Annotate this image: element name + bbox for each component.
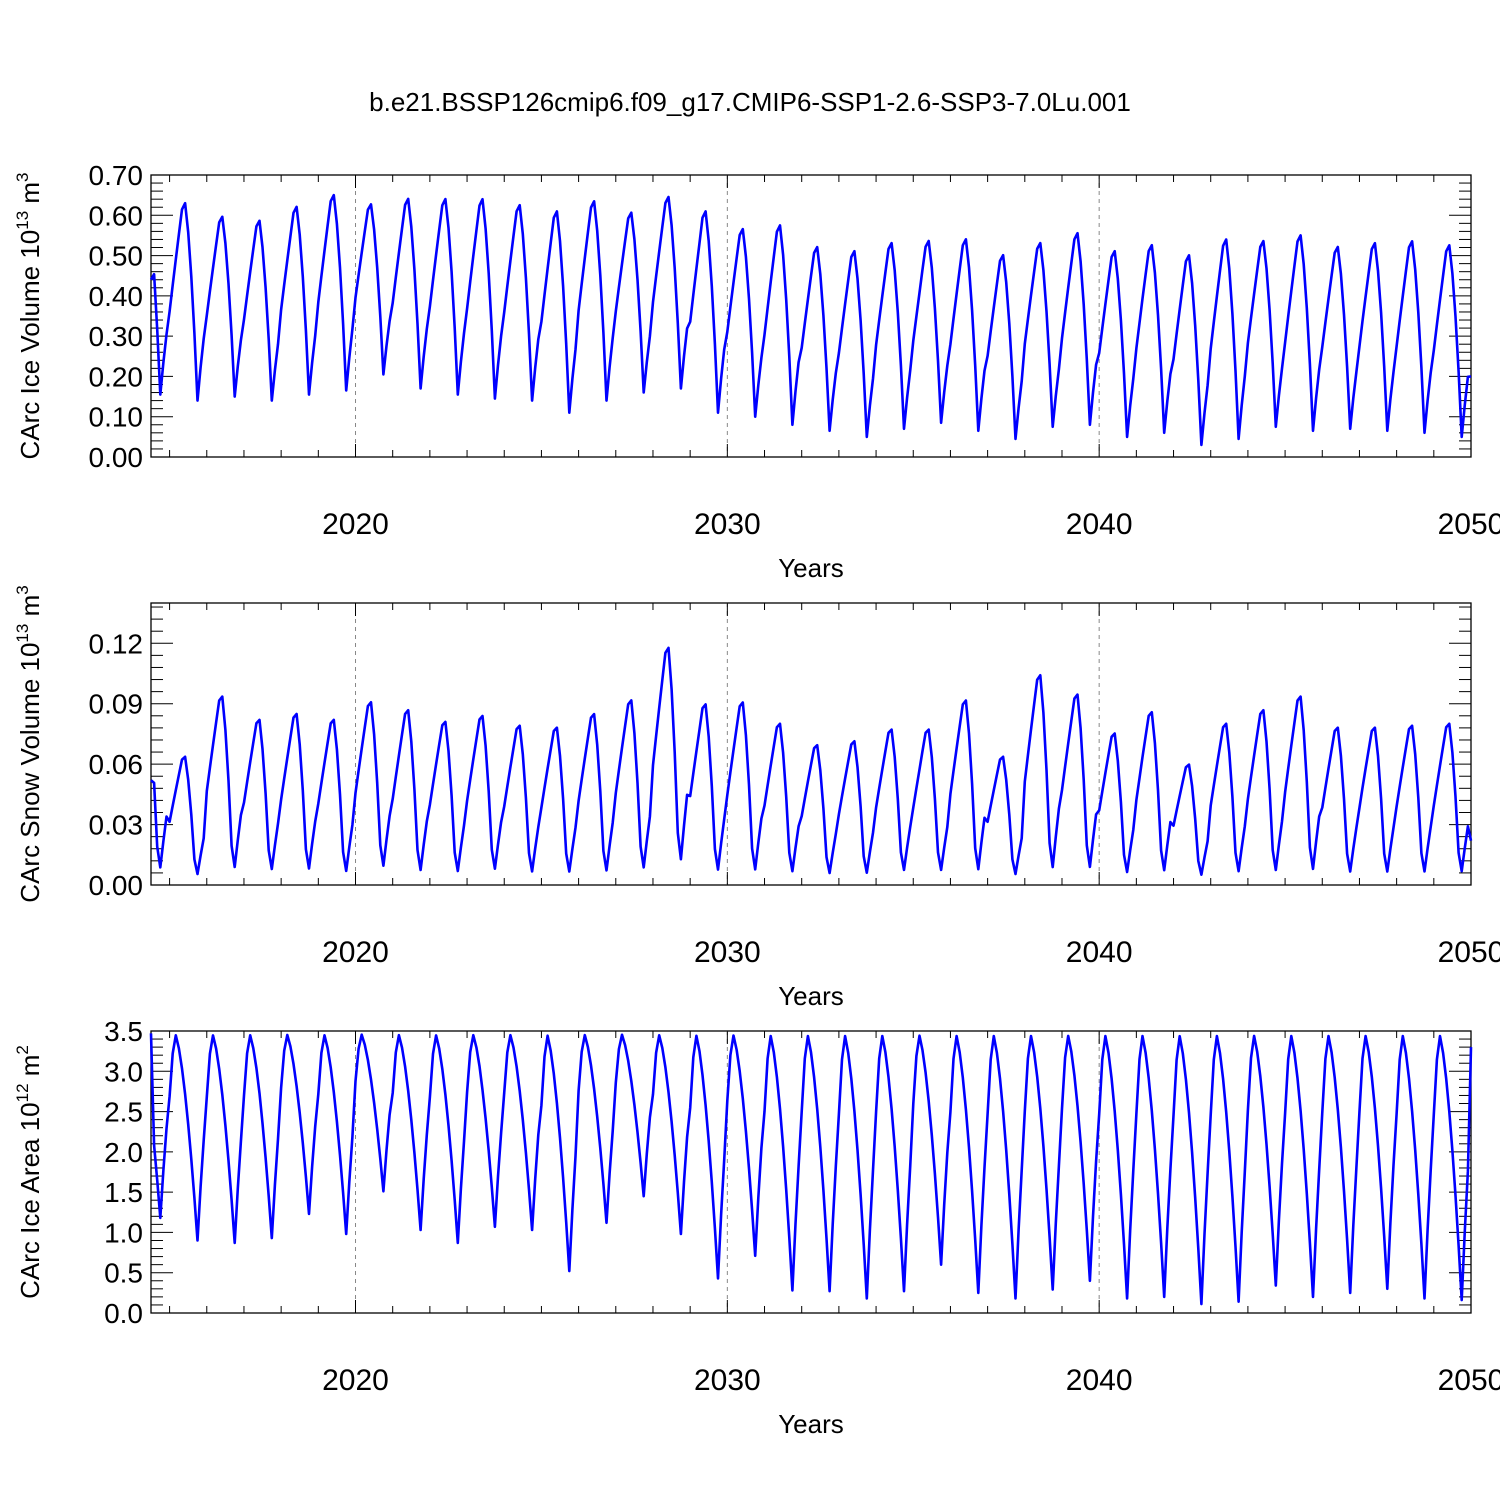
x-tick-label: 2050 — [1438, 936, 1500, 969]
panel-ice-area: 0.0 0.5 1.0 1.5 2.0 2.5 3.0 3.5 2020 2030 2040 2050… — [13, 1016, 1500, 1439]
x-axis-label: Years — [778, 981, 844, 1011]
x-tick-label: 2020 — [322, 936, 389, 969]
y-tick-label: 1.0 — [104, 1217, 143, 1248]
y-tick-label: 1.5 — [104, 1177, 143, 1208]
y-tick-label: 0.0 — [104, 1298, 143, 1329]
y-tick-label: 0.70 — [89, 160, 144, 191]
x-tick-label: 2020 — [322, 508, 389, 541]
y-tick-label: 0.09 — [89, 689, 144, 720]
x-tick-label: 2040 — [1066, 508, 1133, 541]
x-tick-label: 2030 — [694, 508, 761, 541]
x-tick-label: 2040 — [1066, 936, 1133, 969]
x-tick-label: 2040 — [1066, 1364, 1133, 1397]
y-axis-label: CArc Snow Volume 1013 m3 — [13, 585, 45, 902]
y-tick-label: 0.30 — [89, 321, 144, 352]
series-line-snow-volume — [150, 646, 1473, 876]
panel-ice-volume: 0.00 0.10 0.20 0.30 0.40 0.50 0.60 0.70 2020 2030… — [13, 160, 1500, 583]
figure-title: b.e21.BSSP126cmip6.f09_g17.CMIP6-SSP1-2.… — [369, 87, 1131, 117]
y-tick-label: 0.10 — [89, 402, 144, 433]
y-tick-label: 0.12 — [89, 628, 144, 659]
y-tick-label: 0.03 — [89, 810, 144, 841]
y-axis-label: CArc Ice Area 1012 m2 — [13, 1045, 45, 1299]
panel-snow-volume: 0.00 0.03 0.06 0.09 0.12 2020 2030 2040 2050 Year… — [13, 585, 1500, 1011]
y-tick-label: 0.20 — [89, 361, 144, 392]
x-axis-label: Years — [778, 553, 844, 583]
y-tick-label: 2.5 — [104, 1097, 143, 1128]
y-tick-label: 0.40 — [89, 281, 144, 312]
x-tick-label: 2030 — [694, 1364, 761, 1397]
x-tick-label: 2030 — [694, 936, 761, 969]
series-line-ice-area — [149, 1033, 1473, 1306]
y-tick-label: 0.00 — [89, 442, 144, 473]
plot-frame — [150, 602, 1472, 886]
y-tick-label: 3.0 — [104, 1056, 143, 1087]
plot-frame — [150, 174, 1472, 458]
y-tick-label: 0.5 — [104, 1258, 143, 1289]
y-tick-label: 0.60 — [89, 200, 144, 231]
x-axis-label: Years — [778, 1409, 844, 1439]
series-line-ice-volume — [149, 193, 1472, 447]
y-axis-label: CArc Ice Volume 1013 m3 — [13, 172, 45, 459]
y-tick-label: 0.00 — [89, 870, 144, 901]
x-tick-label: 2050 — [1438, 508, 1500, 541]
y-tick-label: 0.50 — [89, 241, 144, 272]
x-tick-label: 2050 — [1438, 1364, 1500, 1397]
y-tick-label: 2.0 — [104, 1137, 143, 1168]
x-tick-label: 2020 — [322, 1364, 389, 1397]
y-tick-label: 3.5 — [104, 1016, 143, 1047]
y-tick-label: 0.06 — [89, 749, 144, 780]
plot-frame — [150, 1030, 1472, 1314]
